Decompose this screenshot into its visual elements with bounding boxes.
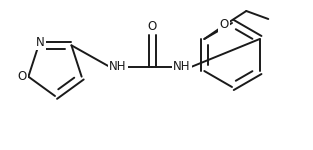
Text: N: N [36, 36, 45, 49]
Text: NH: NH [109, 60, 127, 74]
Text: O: O [147, 20, 156, 33]
Text: NH: NH [173, 60, 191, 74]
Text: O: O [220, 18, 229, 32]
Text: O: O [18, 70, 27, 83]
